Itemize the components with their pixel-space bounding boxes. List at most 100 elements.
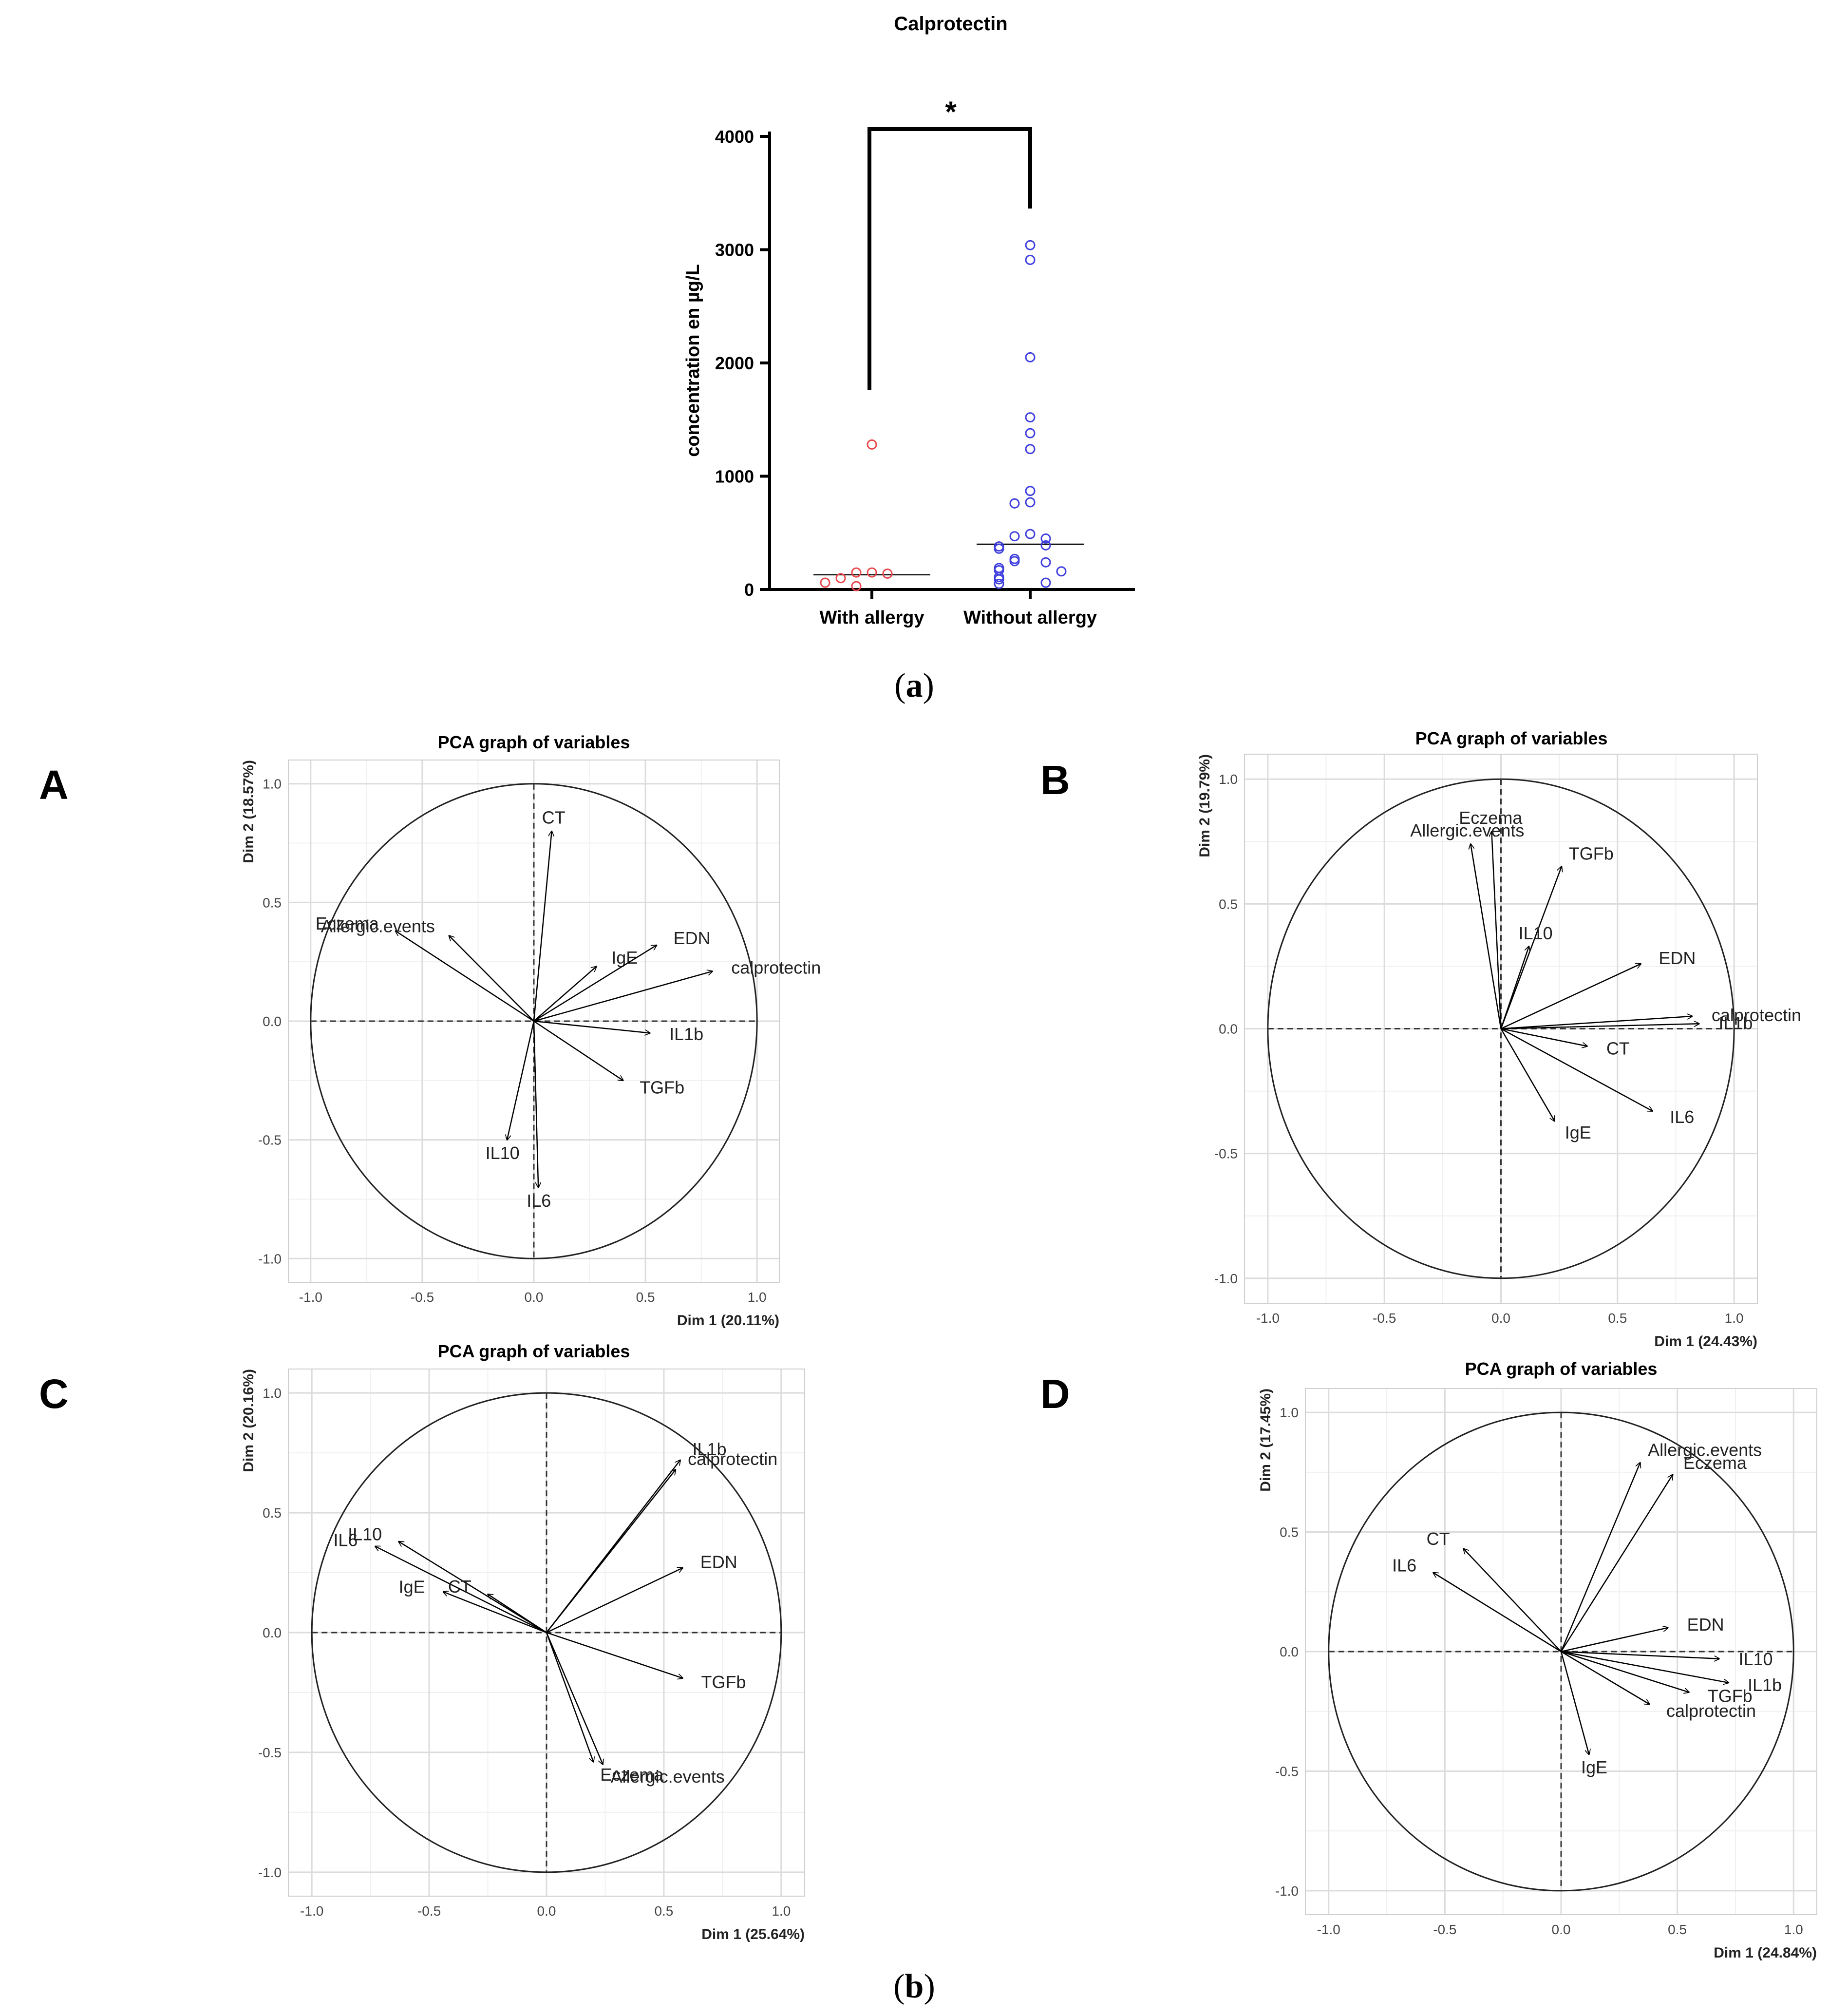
loading-arrow bbox=[1500, 867, 1562, 1029]
panel-label: A bbox=[39, 762, 69, 808]
x-axis-label: Dim 1 (24.84%) bbox=[1714, 1945, 1817, 1961]
panel-label: B bbox=[1040, 757, 1070, 803]
pca-panel-D: D PCA graph of variables -1.0 -1.0 -0.5 -0.5 0… bbox=[1040, 1359, 1817, 1961]
variable-label: Eczema bbox=[1683, 1453, 1747, 1473]
x-tick-label: -0.5 bbox=[417, 1903, 441, 1919]
y-axis-label: Dim 2 (18.57%) bbox=[241, 760, 257, 863]
data-point bbox=[1025, 497, 1036, 508]
variable-label: TGFb bbox=[701, 1672, 746, 1692]
variable-label: CT bbox=[1427, 1529, 1450, 1549]
loading-arrow bbox=[443, 1592, 547, 1634]
x-tick-label: -1.0 bbox=[1256, 1311, 1280, 1326]
data-point bbox=[1040, 540, 1051, 551]
x-tick-label: 1.0 bbox=[772, 1903, 791, 1919]
loading-arrow bbox=[546, 1632, 593, 1762]
y-tick-label: 0.5 bbox=[263, 1505, 282, 1521]
y-tick-label: 1.0 bbox=[1219, 772, 1238, 787]
x-tick-label: 0.5 bbox=[636, 1290, 655, 1305]
x-tick-label: 0.0 bbox=[537, 1903, 556, 1919]
variable-label: EDN bbox=[674, 928, 711, 948]
pca-panel-A: A PCA graph of variables -1.0 -1.0 -0.5 -0.5 0… bbox=[39, 732, 821, 1329]
variable-label: IgE bbox=[399, 1577, 425, 1597]
x-axis-label: Dim 1 (25.64%) bbox=[701, 1926, 805, 1942]
variable-label: EDN bbox=[1659, 948, 1696, 968]
loading-arrow bbox=[546, 1568, 682, 1634]
caption-a: (a) bbox=[894, 667, 934, 704]
variable-label: Allergic.events bbox=[1648, 1440, 1762, 1460]
loading-arrow bbox=[1500, 946, 1529, 1029]
y-tick-label: 0.5 bbox=[263, 895, 282, 910]
y-tick-label: -0.5 bbox=[258, 1133, 282, 1148]
data-point bbox=[820, 577, 830, 588]
y-tick-label: 0.0 bbox=[1219, 1022, 1238, 1037]
y-tick-label: 1.0 bbox=[263, 1386, 282, 1401]
chart-title: Calprotectin bbox=[894, 13, 1007, 35]
data-point bbox=[994, 543, 1004, 554]
data-point bbox=[867, 439, 877, 450]
x-tick-label: 0.0 bbox=[1552, 1922, 1571, 1937]
x-tick-label: -0.5 bbox=[411, 1290, 434, 1305]
data-point bbox=[867, 567, 877, 578]
loading-arrow bbox=[533, 971, 713, 1022]
y-tick-label: 3000 bbox=[715, 240, 754, 260]
variable-label: IL1b bbox=[1748, 1675, 1782, 1695]
variable-label: CT bbox=[1606, 1039, 1630, 1059]
data-point bbox=[1040, 577, 1051, 588]
variable-label: IL10 bbox=[486, 1143, 520, 1163]
loading-arrow bbox=[1561, 1651, 1689, 1692]
y-tick-label: -0.5 bbox=[258, 1745, 282, 1760]
y-tick-label: 0.0 bbox=[263, 1625, 282, 1640]
variable-label: Eczema bbox=[1459, 808, 1523, 828]
loading-arrow bbox=[546, 1470, 676, 1633]
y-tick-label: -1.0 bbox=[1214, 1271, 1238, 1286]
loading-arrow bbox=[533, 1020, 623, 1081]
y-tick-label: -1.0 bbox=[1275, 1883, 1299, 1899]
y-tick-label: 0.5 bbox=[1219, 896, 1238, 912]
plot-frame bbox=[288, 760, 780, 1283]
variable-label: TGFb bbox=[640, 1078, 684, 1098]
x-tick-label: -1.0 bbox=[300, 1903, 323, 1919]
variable-label: IL1b bbox=[1718, 1013, 1753, 1033]
bracket-line bbox=[867, 127, 1032, 390]
y-tick-label: -1.0 bbox=[258, 1251, 282, 1266]
x-tick-label: Without allergy bbox=[963, 608, 1097, 628]
data-point bbox=[851, 581, 862, 591]
pca-panel-B: B PCA graph of variables -1.0 -1.0 -0.5 -0.5 0… bbox=[1040, 728, 1801, 1350]
data-point bbox=[835, 573, 846, 584]
data-point bbox=[1009, 531, 1020, 542]
x-tick-label: With allergy bbox=[819, 608, 924, 628]
loading-arrow bbox=[1471, 844, 1502, 1029]
y-tick-label: 4000 bbox=[715, 127, 754, 147]
data-point bbox=[1025, 352, 1036, 362]
variable-label: Allergic.events bbox=[611, 1767, 725, 1787]
loading-arrow bbox=[1491, 832, 1502, 1029]
significance-star: * bbox=[945, 95, 957, 128]
loading-arrow bbox=[1561, 1628, 1668, 1653]
data-point bbox=[994, 574, 1004, 585]
x-tick-label: -0.5 bbox=[1373, 1311, 1396, 1326]
x-tick-label: 1.0 bbox=[1784, 1922, 1803, 1937]
data-point bbox=[1025, 240, 1036, 250]
data-point bbox=[1025, 254, 1036, 265]
plot-frame bbox=[1244, 754, 1758, 1304]
variable-label: IL10 bbox=[348, 1524, 382, 1544]
loading-arrow bbox=[546, 1632, 682, 1678]
data-point bbox=[1025, 412, 1036, 423]
y-tick-label: 0.5 bbox=[1280, 1525, 1299, 1540]
x-tick-label: 0.0 bbox=[1491, 1311, 1510, 1326]
loading-arrow bbox=[488, 1594, 547, 1634]
loading-arrow bbox=[533, 1021, 538, 1187]
data-point bbox=[1025, 428, 1036, 438]
variable-label: TGFb bbox=[1708, 1686, 1753, 1706]
y-tick-label: 0 bbox=[744, 580, 754, 600]
variable-label: calprotectin bbox=[1712, 1005, 1801, 1025]
x-tick-label: 0.0 bbox=[525, 1290, 544, 1305]
loading-arrow bbox=[1433, 1573, 1562, 1653]
variable-label: IL10 bbox=[1519, 923, 1553, 943]
variable-label: IL6 bbox=[333, 1530, 358, 1550]
y-axis-label: concentration en µg/L bbox=[683, 264, 703, 457]
plot-frame bbox=[288, 1369, 805, 1897]
loading-arrow bbox=[449, 936, 534, 1022]
loading-arrow bbox=[1560, 1475, 1673, 1652]
